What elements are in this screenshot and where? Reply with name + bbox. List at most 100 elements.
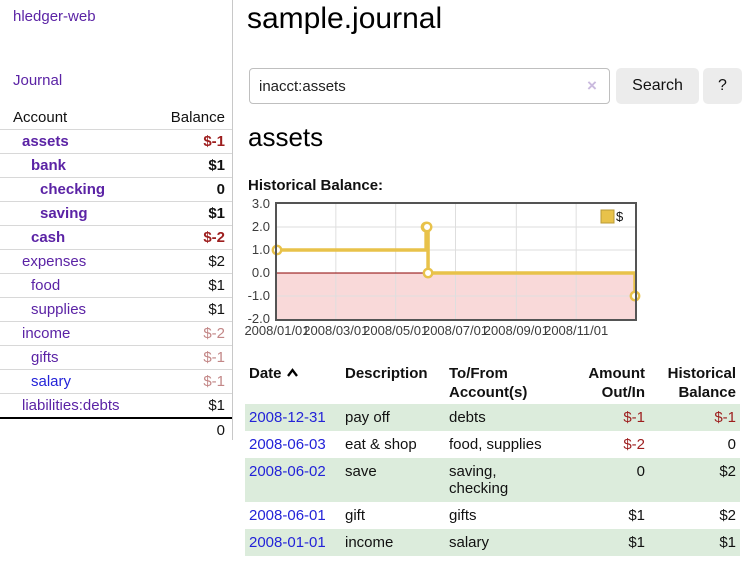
sort-ascending-icon bbox=[286, 364, 299, 383]
account-row: checking 0 bbox=[0, 177, 232, 202]
register-row: 2008-06-01 gift gifts $1 $2 bbox=[245, 502, 740, 529]
accounts-header-account: Account bbox=[13, 109, 68, 126]
account-link[interactable]: cash bbox=[31, 229, 66, 246]
account-row: supplies $1 bbox=[0, 297, 232, 322]
register-row: 2008-12-31 pay off debts $-1 $-1 bbox=[245, 404, 740, 431]
x-axis-tick-label: 2008/07/01 bbox=[423, 323, 488, 338]
account-row: saving $1 bbox=[0, 201, 232, 226]
register-cell-accounts: saving, checking bbox=[449, 463, 509, 497]
x-axis-tick-label: 2008/03/01 bbox=[303, 323, 368, 338]
historical-balance-chart[interactable]: $3.0 2.0 1.0 0.0 -1.0 -2.0 2008/01/01 2008/03/0… bbox=[244, 196, 644, 348]
sidebar: hledger-web Journal Account Balance asse… bbox=[0, 0, 233, 442]
register-cell-amount: $1 bbox=[628, 507, 645, 524]
y-axis-tick-label: 0.0 bbox=[252, 265, 270, 280]
register-row: 2008-01-01 income salary $1 $1 bbox=[245, 529, 740, 556]
register-header-date-label: Date bbox=[249, 365, 282, 382]
accounts-header-balance: Balance bbox=[170, 109, 225, 126]
account-row: food $1 bbox=[0, 273, 232, 298]
account-row: expenses $2 bbox=[0, 249, 232, 274]
account-balance: $1 bbox=[143, 201, 232, 226]
account-row: liabilities:debts $1 bbox=[0, 393, 232, 418]
account-link[interactable]: saving bbox=[40, 205, 88, 222]
account-link[interactable]: bank bbox=[31, 157, 67, 174]
register-header-date[interactable]: Date bbox=[245, 362, 341, 404]
account-link[interactable]: income bbox=[22, 325, 71, 342]
x-axis-tick-label: 2008/09/01 bbox=[484, 323, 549, 338]
balance-chart-svg: $3.0 2.0 1.0 0.0 -1.0 -2.02008/01/012008/03/0… bbox=[244, 196, 641, 338]
transaction-date-link[interactable]: 2008-06-01 bbox=[249, 507, 326, 524]
x-axis-tick-label: 2008/11/01 bbox=[544, 323, 608, 338]
clear-search-icon[interactable]: × bbox=[587, 76, 597, 95]
register-cell-accounts: salary bbox=[449, 534, 490, 551]
register-cell-accounts: debts bbox=[449, 409, 486, 426]
account-row: income $-2 bbox=[0, 321, 232, 346]
register-table: Date Description To/From Account(s) Amou… bbox=[245, 362, 740, 556]
search-button[interactable]: Search bbox=[616, 68, 699, 104]
register-cell-amount: $-2 bbox=[623, 436, 645, 453]
transaction-date-link[interactable]: 2008-06-03 bbox=[249, 436, 326, 453]
register-cell-balance: $2 bbox=[719, 507, 736, 524]
y-axis-tick-label: 1.0 bbox=[252, 242, 270, 257]
account-link[interactable]: gifts bbox=[31, 349, 59, 366]
register-cell-date: 2008-06-02 bbox=[245, 458, 341, 502]
account-balance: $1 bbox=[143, 273, 232, 298]
account-row: salary $-1 bbox=[0, 369, 232, 394]
account-link[interactable]: salary bbox=[31, 373, 72, 390]
account-balance: $1 bbox=[143, 393, 232, 418]
legend-label: $ bbox=[616, 209, 624, 224]
accounts-header-row: Account Balance bbox=[0, 106, 232, 130]
register-cell-accounts: food, supplies bbox=[449, 436, 542, 453]
accounts-table: Account Balance assets $-1 bank $1 checking 0… bbox=[0, 106, 232, 442]
account-link[interactable]: expenses bbox=[22, 253, 87, 270]
accounts-total-value: 0 bbox=[143, 417, 232, 442]
sidebar-item-journal[interactable]: Journal bbox=[13, 72, 63, 89]
account-heading: assets bbox=[248, 122, 324, 152]
transaction-date-link[interactable]: 2008-01-01 bbox=[249, 534, 326, 551]
account-balance: 0 bbox=[143, 177, 232, 202]
register-cell-amount: 0 bbox=[636, 463, 645, 480]
account-balance: $-1 bbox=[143, 129, 232, 154]
register-row: 2008-06-02 save saving, checking 0 $2 bbox=[245, 458, 740, 502]
register-cell-amount: $1 bbox=[628, 534, 645, 551]
register-cell-balance: 0 bbox=[727, 436, 736, 453]
account-row: cash $-2 bbox=[0, 225, 232, 250]
accounts-total-row: 0 bbox=[0, 417, 232, 442]
register-cell-description: save bbox=[345, 463, 377, 480]
register-cell-description: gift bbox=[345, 507, 366, 524]
app-title-link[interactable]: hledger-web bbox=[13, 8, 96, 25]
account-balance: $-1 bbox=[143, 369, 232, 394]
y-axis-tick-label: -2.0 bbox=[248, 311, 270, 326]
y-axis-tick-label: 3.0 bbox=[252, 198, 270, 211]
transaction-date-link[interactable]: 2008-06-02 bbox=[249, 463, 326, 480]
x-axis-tick-label: 2008/05/01 bbox=[363, 323, 428, 338]
register-cell-accounts: gifts bbox=[449, 507, 477, 524]
account-link[interactable]: food bbox=[31, 277, 61, 294]
register-row: 2008-06-03 eat & shop food, supplies $-2 0 bbox=[245, 431, 740, 458]
help-button[interactable]: ? bbox=[703, 68, 742, 104]
register-header-amount: Amount Out/In bbox=[588, 365, 645, 401]
register-cell-balance: $2 bbox=[719, 463, 736, 480]
account-link[interactable]: assets bbox=[22, 133, 69, 150]
x-axis-tick-label: 2008/01/01 bbox=[244, 323, 309, 338]
account-link[interactable]: supplies bbox=[31, 301, 87, 318]
legend-swatch bbox=[600, 209, 615, 224]
register-cell-description: income bbox=[345, 534, 394, 551]
account-link[interactable]: checking bbox=[40, 181, 106, 198]
register-cell-amount: $-1 bbox=[623, 409, 645, 426]
account-balance: $-2 bbox=[143, 225, 232, 250]
account-row: bank $1 bbox=[0, 153, 232, 178]
register-header-balance: Historical Balance bbox=[667, 365, 736, 401]
plot-border bbox=[275, 202, 637, 321]
y-axis-tick-label: 2.0 bbox=[252, 219, 270, 234]
main-content: sample.journal × Search ? assets Histori… bbox=[233, 0, 742, 582]
page-title: sample.journal bbox=[247, 2, 443, 35]
account-balance: $-2 bbox=[143, 321, 232, 346]
account-link[interactable]: liabilities:debts bbox=[22, 397, 120, 414]
register-cell-date: 2008-06-03 bbox=[245, 431, 341, 458]
y-axis-tick-label: -1.0 bbox=[248, 288, 270, 303]
register-header-row: Date Description To/From Account(s) Amou… bbox=[245, 362, 740, 404]
register-cell-date: 2008-06-01 bbox=[245, 502, 341, 529]
transaction-date-link[interactable]: 2008-12-31 bbox=[249, 409, 326, 426]
account-balance: $-1 bbox=[143, 345, 232, 370]
search-input[interactable] bbox=[249, 68, 610, 104]
